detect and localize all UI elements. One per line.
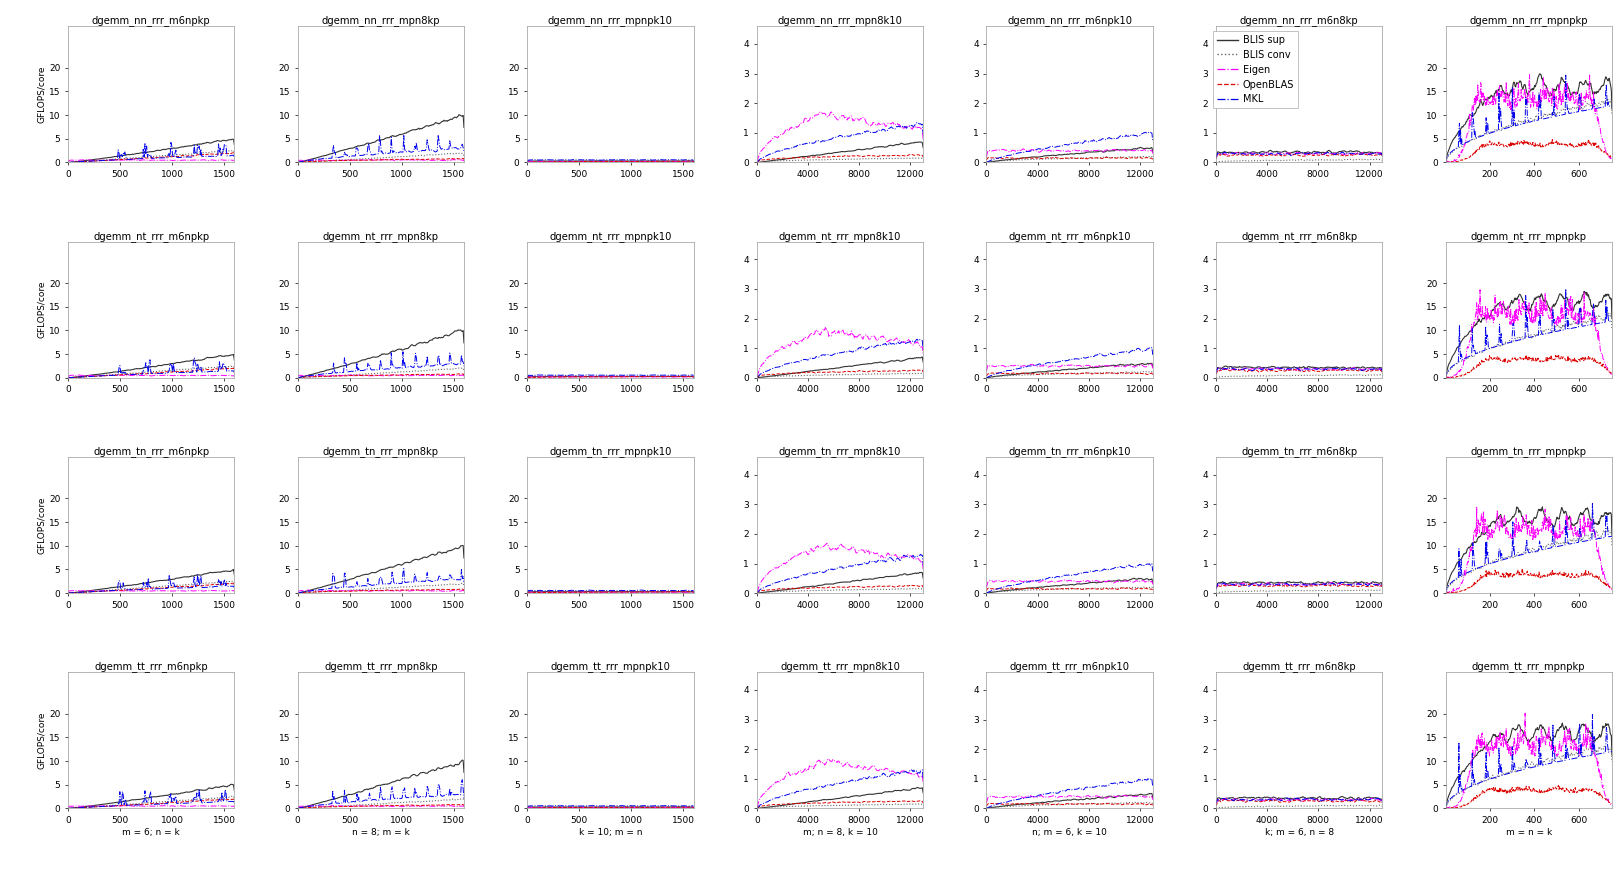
Title: dgemm_tt_rrr_m6npk10: dgemm_tt_rrr_m6npk10 [1009, 662, 1129, 672]
Title: dgemm_tn_rrr_m6n8kp: dgemm_tn_rrr_m6n8kp [1241, 446, 1358, 457]
Title: dgemm_nn_rrr_mpnpkp: dgemm_nn_rrr_mpnpkp [1469, 16, 1588, 26]
Title: dgemm_nt_rrr_m6npkp: dgemm_nt_rrr_m6npkp [94, 231, 209, 241]
Title: dgemm_tt_rrr_m6npkp: dgemm_tt_rrr_m6npkp [94, 662, 207, 672]
Title: dgemm_nn_rrr_mpn8kp: dgemm_nn_rrr_mpn8kp [321, 16, 441, 26]
Title: dgemm_nt_rrr_mpn8k10: dgemm_nt_rrr_mpn8k10 [779, 231, 901, 241]
X-axis label: m = n = k: m = n = k [1505, 828, 1552, 837]
X-axis label: n = 8; m = k: n = 8; m = k [352, 828, 410, 837]
Title: dgemm_nt_rrr_mpnpk10: dgemm_nt_rrr_mpnpk10 [549, 231, 672, 241]
X-axis label: m; n = 8, k = 10: m; n = 8, k = 10 [802, 828, 878, 837]
Y-axis label: GFLOPS/core: GFLOPS/core [37, 711, 45, 769]
Legend: BLIS sup, BLIS conv, Eigen, OpenBLAS, MKL: BLIS sup, BLIS conv, Eigen, OpenBLAS, MK… [1213, 31, 1298, 108]
Title: dgemm_tt_rrr_mpn8kp: dgemm_tt_rrr_mpn8kp [324, 662, 437, 672]
Title: dgemm_tt_rrr_mpn8k10: dgemm_tt_rrr_mpn8k10 [781, 662, 899, 672]
Title: dgemm_nn_rrr_m6n8kp: dgemm_nn_rrr_m6n8kp [1239, 16, 1359, 26]
Y-axis label: GFLOPS/core: GFLOPS/core [37, 66, 45, 123]
Title: dgemm_nn_rrr_mpn8k10: dgemm_nn_rrr_mpn8k10 [778, 16, 902, 26]
X-axis label: m = 6; n = k: m = 6; n = k [123, 828, 180, 837]
Title: dgemm_nt_rrr_mpn8kp: dgemm_nt_rrr_mpn8kp [322, 231, 439, 241]
Title: dgemm_tt_rrr_m6n8kp: dgemm_tt_rrr_m6n8kp [1243, 662, 1356, 672]
Title: dgemm_tn_rrr_mpn8kp: dgemm_tn_rrr_mpn8kp [322, 446, 439, 457]
Title: dgemm_tn_rrr_m6npk10: dgemm_tn_rrr_m6npk10 [1008, 446, 1131, 457]
Title: dgemm_nn_rrr_m6npk10: dgemm_nn_rrr_m6npk10 [1008, 16, 1132, 26]
Title: dgemm_tt_rrr_mpnpkp: dgemm_tt_rrr_mpnpkp [1473, 662, 1586, 672]
Y-axis label: GFLOPS/core: GFLOPS/core [37, 496, 45, 554]
Title: dgemm_nt_rrr_m6npk10: dgemm_nt_rrr_m6npk10 [1008, 231, 1131, 241]
Title: dgemm_tn_rrr_mpnpk10: dgemm_tn_rrr_mpnpk10 [549, 446, 672, 457]
X-axis label: n; m = 6, k = 10: n; m = 6, k = 10 [1032, 828, 1106, 837]
Title: dgemm_nt_rrr_mpnpkp: dgemm_nt_rrr_mpnpkp [1471, 231, 1586, 241]
Title: dgemm_nt_rrr_m6n8kp: dgemm_nt_rrr_m6n8kp [1241, 231, 1358, 241]
Title: dgemm_nn_rrr_mpnpk10: dgemm_nn_rrr_mpnpk10 [548, 16, 672, 26]
Title: dgemm_tn_rrr_mpn8k10: dgemm_tn_rrr_mpn8k10 [779, 446, 901, 457]
X-axis label: k; m = 6, n = 8: k; m = 6, n = 8 [1265, 828, 1333, 837]
Title: dgemm_tn_rrr_m6npkp: dgemm_tn_rrr_m6npkp [94, 446, 209, 457]
Title: dgemm_nn_rrr_m6npkp: dgemm_nn_rrr_m6npkp [92, 16, 211, 26]
X-axis label: k = 10; m = n: k = 10; m = n [578, 828, 642, 837]
Y-axis label: GFLOPS/core: GFLOPS/core [37, 281, 45, 338]
Title: dgemm_tn_rrr_mpnpkp: dgemm_tn_rrr_mpnpkp [1471, 446, 1586, 457]
Title: dgemm_tt_rrr_mpnpk10: dgemm_tt_rrr_mpnpk10 [551, 662, 671, 672]
